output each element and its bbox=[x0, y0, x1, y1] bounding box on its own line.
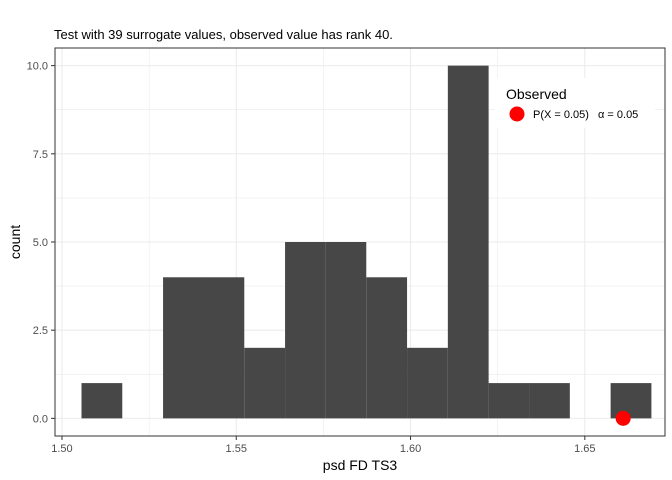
histogram-bar bbox=[81, 383, 123, 419]
x-tick-label: 1.50 bbox=[51, 443, 72, 455]
y-tick-label: 0.0 bbox=[33, 413, 48, 425]
y-axis-title: count bbox=[7, 225, 23, 259]
x-tick-label: 1.65 bbox=[574, 443, 595, 455]
legend-key-point bbox=[509, 106, 525, 122]
histogram-bar bbox=[407, 347, 448, 419]
legend: Observed P(X = 0.05) α = 0.05 bbox=[495, 78, 655, 128]
legend-alpha-label: α = 0.05 bbox=[598, 109, 638, 121]
y-tick-label: 2.5 bbox=[33, 325, 48, 337]
x-axis-title: psd FD TS3 bbox=[323, 457, 398, 473]
y-tick-label: 7.5 bbox=[33, 149, 48, 161]
histogram-bar bbox=[529, 383, 570, 419]
histogram-bar bbox=[488, 383, 530, 419]
legend-label: P(X = 0.05) bbox=[533, 109, 589, 121]
y-axis: 0.0 2.5 5.0 7.5 10.0 bbox=[27, 61, 55, 425]
x-tick-label: 1.60 bbox=[400, 443, 421, 455]
histogram-bar bbox=[203, 277, 245, 419]
x-axis: 1.50 1.55 1.60 1.65 bbox=[51, 436, 596, 455]
chart-title: Test with 39 surrogate values, observed … bbox=[54, 27, 393, 42]
legend-title: Observed bbox=[506, 86, 567, 102]
histogram-bar bbox=[610, 383, 652, 419]
observed-points bbox=[615, 410, 631, 426]
histogram-bar bbox=[163, 277, 204, 419]
histogram-bars bbox=[81, 65, 652, 419]
observed-point bbox=[615, 410, 631, 426]
histogram-bar bbox=[285, 242, 326, 419]
histogram-bar bbox=[244, 347, 286, 419]
y-tick-label: 5.0 bbox=[33, 237, 48, 249]
histogram-bar bbox=[366, 277, 408, 419]
histogram-bar bbox=[447, 65, 489, 419]
x-tick-label: 1.55 bbox=[226, 443, 247, 455]
y-tick-label: 10.0 bbox=[27, 61, 48, 73]
histogram-bar bbox=[325, 242, 367, 419]
